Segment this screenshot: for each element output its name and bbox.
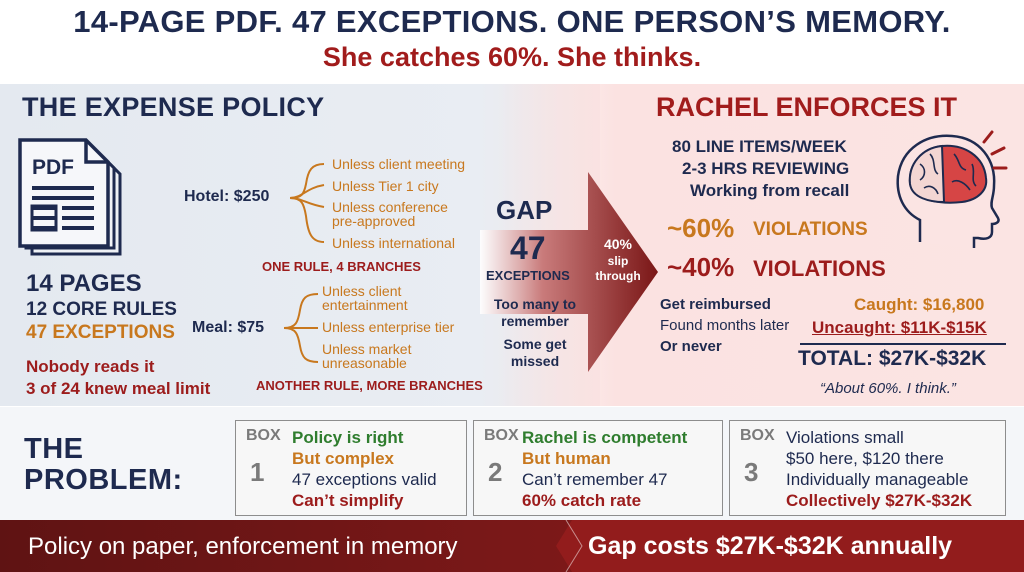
rachel-hours: 2-3 HRS REVIEWING	[682, 159, 850, 178]
box-2-tag: BOX	[484, 427, 519, 444]
policy-title: THE EXPENSE POLICY	[22, 92, 325, 122]
caught-violations-label: VIOLATIONS	[753, 219, 868, 240]
meal-branch-3a: Unless market	[322, 341, 412, 357]
hotel-branch-2: Unless Tier 1 city	[332, 178, 439, 194]
hotel-branch-bracket	[289, 163, 325, 243]
header	[0, 0, 1024, 84]
total-divider	[800, 343, 1006, 345]
meal-rule-label: Meal: $75	[192, 319, 265, 336]
gap-unit: EXCEPTIONS	[486, 268, 570, 283]
box-1-line-4: Can’t simplify	[292, 491, 404, 510]
hotel-branch-3b: pre-approved	[332, 213, 416, 229]
box-3-tag: BOX	[740, 427, 775, 444]
caught-percent: ~60%	[667, 213, 735, 243]
slip-percent: 40%	[603, 236, 633, 252]
gap-note-1-line-1: Too many to	[493, 296, 577, 312]
problem-title-line-2: PROBLEM:	[24, 464, 183, 496]
box-2-number: 2	[488, 457, 503, 487]
box-1-tag: BOX	[246, 427, 281, 444]
box-2-line-4: 60% catch rate	[522, 491, 642, 510]
gap-note-2-line-1: Some get	[503, 336, 567, 352]
hotel-rule-label: Hotel: $250	[184, 188, 270, 205]
footer-right-text: Gap costs $27K-$32K annually	[588, 532, 953, 560]
pdf-document-icon: PDF	[18, 138, 122, 256]
hotel-branch-1: Unless client meeting	[332, 156, 466, 172]
hotel-branch-3a: Unless conference	[332, 199, 448, 215]
meal-branch-1b: entertainment	[322, 297, 408, 313]
page-title: 14-PAGE PDF. 47 EXCEPTIONS. ONE PERSON’S…	[73, 4, 951, 39]
box-2-line-1: Rachel is competent	[522, 428, 688, 447]
gap-number: 47	[510, 230, 546, 266]
problem-title-line-1: THE	[24, 433, 84, 465]
gap-note-2-line-2: missed	[510, 353, 560, 369]
problem-box-3: BOX 3 Violations small $50 here, $120 th…	[729, 420, 1006, 516]
footer-right-band	[556, 520, 1024, 572]
meal-branch-bracket	[283, 293, 319, 363]
gap-arrow	[480, 172, 658, 372]
policy-core-rules: 12 CORE RULES	[26, 299, 177, 320]
knew-limit-note: 3 of 24 knew meal limit	[26, 379, 211, 398]
slip-text-2: through	[595, 269, 641, 283]
total-amount: TOTAL: $27K-$32K	[798, 347, 987, 370]
outcome-never: Or never	[660, 338, 722, 355]
box-2-line-2: But human	[522, 449, 611, 468]
box-1-number: 1	[250, 457, 265, 487]
outcome-found-later: Found months later	[660, 317, 790, 334]
box-1-line-3: 47 exceptions valid	[292, 470, 437, 489]
rachel-title: RACHEL ENFORCES IT	[656, 92, 958, 122]
meal-branch-3b: unreasonable	[322, 355, 407, 371]
uncaught-amount: Uncaught: $11K-$15K	[812, 318, 987, 337]
nobody-reads-note: Nobody reads it	[26, 357, 155, 376]
missed-percent: ~40%	[667, 252, 735, 282]
meal-branch-2: Unless enterprise tier	[322, 319, 455, 335]
pdf-label: PDF	[32, 156, 74, 179]
caught-amount: Caught: $16,800	[854, 295, 985, 314]
gap-label: GAP	[496, 195, 553, 225]
box-3-number: 3	[744, 457, 759, 487]
rachel-recall: Working from recall	[690, 181, 850, 200]
meal-branch-1a: Unless client	[322, 283, 402, 299]
hotel-caption: ONE RULE, 4 BRANCHES	[262, 259, 421, 274]
box-2-line-3: Can’t remember 47	[522, 470, 668, 489]
box-1-line-1: Policy is right	[292, 428, 404, 447]
problem-box-2: BOX 2 Rachel is competent But human Can’…	[473, 420, 723, 516]
problem-box-1: BOX 1 Policy is right But complex 47 exc…	[235, 420, 467, 516]
rachel-line-items: 80 LINE ITEMS/WEEK	[672, 137, 847, 156]
box-3-line-1: Violations small	[786, 428, 904, 447]
meal-caption: ANOTHER RULE, MORE BRANCHES	[256, 378, 483, 393]
box-1-line-2: But complex	[292, 449, 395, 468]
box-3-line-2: $50 here, $120 there	[786, 449, 944, 468]
missed-violations-label: VIOLATIONS	[753, 256, 886, 281]
brain-head-icon	[896, 130, 1008, 248]
rachel-quote: “About 60%. I think.”	[820, 380, 956, 397]
box-3-line-3: Individually manageable	[786, 470, 969, 489]
slip-text-1: slip	[607, 254, 629, 268]
footer-left-text: Policy on paper, enforcement in memory	[28, 533, 458, 560]
hotel-branch-4: Unless international	[332, 235, 455, 251]
policy-pages: 14 PAGES	[26, 270, 142, 297]
page-subtitle: She catches 60%. She thinks.	[322, 42, 702, 72]
box-3-line-4: Collectively $27K-$32K	[786, 491, 973, 510]
gap-note-1-line-2: remember	[501, 313, 569, 329]
policy-exceptions: 47 EXCEPTIONS	[26, 322, 175, 343]
outcome-reimbursed: Get reimbursed	[660, 296, 771, 313]
